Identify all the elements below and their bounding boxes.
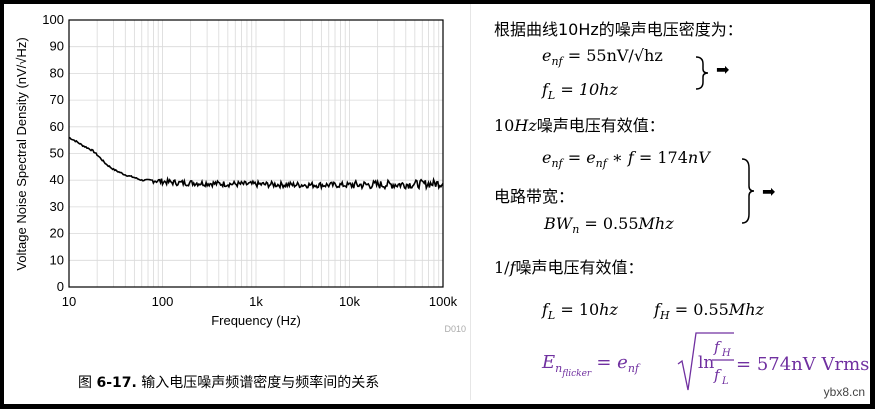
- notes-line1: 根据曲线10Hz的噪声电压密度为：: [494, 20, 743, 39]
- noise-series-line: [68, 136, 444, 191]
- caption-number: 6-17.: [96, 375, 137, 391]
- y-tick-label: 20: [50, 226, 64, 241]
- y-tick-label: 40: [50, 172, 64, 187]
- plot-frame: [68, 19, 444, 288]
- y-tick-label: 100: [42, 12, 64, 27]
- notes-10hz-line: 10Hz噪声电压有效值：: [494, 116, 665, 135]
- x-tick-label: 10k: [339, 294, 360, 309]
- y-tick-label: 60: [50, 119, 64, 134]
- figure-caption: 图 6-17. 输入电压噪声频谱密度与频率间的关系: [78, 372, 379, 392]
- x-tick-label: 1k: [249, 294, 263, 309]
- y-tick-label: 10: [50, 252, 64, 267]
- y-tick-label: 70: [50, 92, 64, 107]
- svg-text:H: H: [721, 348, 731, 359]
- x-axis-label: Frequency (Hz): [211, 313, 301, 328]
- y-tick-label: 50: [50, 146, 64, 161]
- figure-panel: 0 10 20 30 40 50 60 70 80 90 100 10 100 1k 10k 100k Fr…: [4, 4, 471, 400]
- x-tick-label: 100k: [429, 294, 458, 309]
- svg-text:L: L: [721, 376, 729, 387]
- svg-text:ln: ln: [698, 353, 714, 373]
- enf-equation: enf = 55nV/√hz: [542, 46, 663, 68]
- arrow-icon-2: ➡: [762, 182, 776, 201]
- svg-text:f: f: [713, 338, 722, 356]
- bw-label: 电路带宽：: [494, 187, 575, 206]
- y-axis-label: Voltage Noise Spectral Density (nV/√Hz): [14, 37, 29, 270]
- fl-fh-equation: fL = 10hz fH = 0.55Mhz: [542, 300, 764, 322]
- y-tick-label: 80: [50, 65, 64, 80]
- caption-text: 输入电压噪声频谱密度与频率间的关系: [141, 375, 380, 391]
- caption-prefix: 图: [78, 375, 92, 391]
- arrow-icon-1: ➡: [716, 60, 730, 79]
- sqrt-ln-expression: ln f H f L: [677, 332, 734, 391]
- right-brace-1: [695, 56, 709, 90]
- svg-text:f: f: [713, 366, 722, 384]
- flicker-result-equation: Enflicker = enf: [542, 352, 639, 379]
- watermark: ybx8.cn: [823, 385, 865, 399]
- flicker-result-value: = 574nV Vrms: [736, 354, 870, 375]
- flicker-line: 1/f噪声电压有效值：: [494, 258, 644, 277]
- bw-equation: BWn = 0.55Mhz: [544, 214, 674, 236]
- y-tick-label: 30: [50, 199, 64, 214]
- fl-equation: fL = 10hz: [542, 80, 618, 102]
- enf-calc-equation: enf = enf ∗ f = 174nV: [542, 148, 710, 170]
- y-tick-label: 0: [57, 279, 64, 294]
- right-brace-2: [741, 158, 755, 224]
- figure-code: D010: [444, 324, 466, 334]
- y-tick-label: 90: [50, 39, 64, 54]
- x-tick-label: 100: [152, 294, 174, 309]
- x-tick-label: 10: [62, 294, 76, 309]
